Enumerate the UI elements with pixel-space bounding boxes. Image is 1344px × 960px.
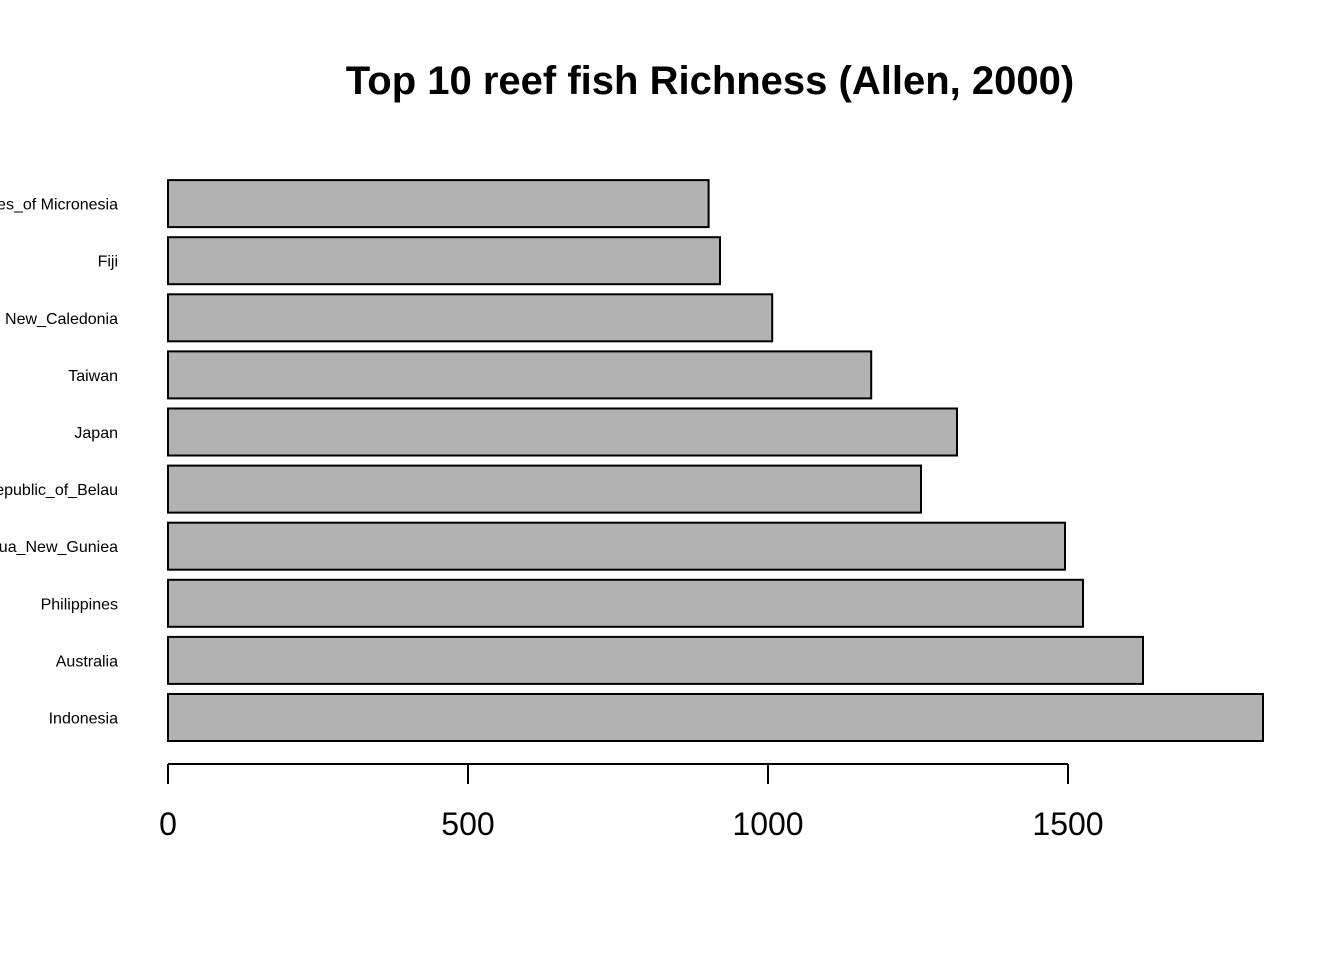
x-tick-label-500: 500: [441, 806, 494, 842]
bar-philippines: [167, 578, 1084, 628]
bars-group: [167, 179, 1264, 742]
category-label-indonesia: Indonesia: [49, 711, 118, 728]
category-label-papua-new-guniea: Papua_New_Guniea: [0, 539, 118, 556]
category-label-japan: Japan: [74, 425, 118, 442]
category-label-philippines: Philippines: [41, 596, 118, 613]
bar-fiji: [167, 236, 721, 286]
chart-title: Top 10 reef fish Richness (Allen, 2000): [346, 59, 1074, 103]
category-label-taiwan: Taiwan: [68, 368, 118, 385]
category-label-federated-states-of-micronesia: Federated_States_of Micronesia: [0, 197, 118, 214]
bar-republic-of-belau: [167, 464, 922, 514]
x-tick-label-0: 0: [159, 806, 177, 842]
bar-federated-states-of-micronesia: [167, 179, 710, 229]
bar-taiwan: [167, 350, 873, 400]
x-axis: 0 500 1000 1500: [159, 763, 1104, 842]
x-tick-label-1000: 1000: [732, 806, 803, 842]
category-labels: Indonesia Australia Philippines Papua_New_G…: [0, 197, 118, 728]
bar-indonesia: [167, 693, 1264, 742]
category-label-australia: Australia: [56, 653, 118, 670]
bar-new-caledonia: [167, 293, 774, 343]
bar-japan: [167, 407, 958, 457]
bar-australia: [167, 635, 1144, 685]
category-label-fiji: Fiji: [98, 254, 118, 271]
bar-papua-new-guniea: [167, 521, 1066, 571]
category-label-new-caledonia: New_Caledonia: [5, 311, 118, 328]
category-label-republic-of-belau: Republic_of_Belau: [0, 482, 118, 499]
x-tick-label-1500: 1500: [1032, 806, 1103, 842]
